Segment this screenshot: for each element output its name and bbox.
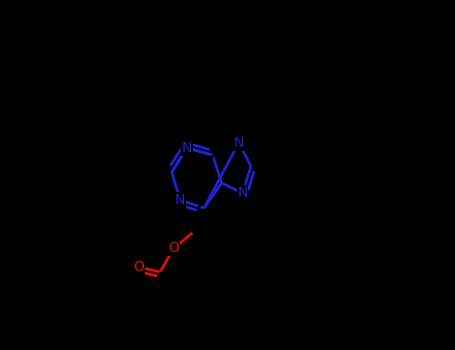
Text: N: N	[233, 136, 244, 150]
Text: O: O	[133, 260, 144, 274]
Text: N: N	[175, 193, 185, 207]
Text: O: O	[169, 241, 179, 255]
Text: N: N	[238, 186, 248, 200]
Text: N: N	[182, 141, 192, 155]
